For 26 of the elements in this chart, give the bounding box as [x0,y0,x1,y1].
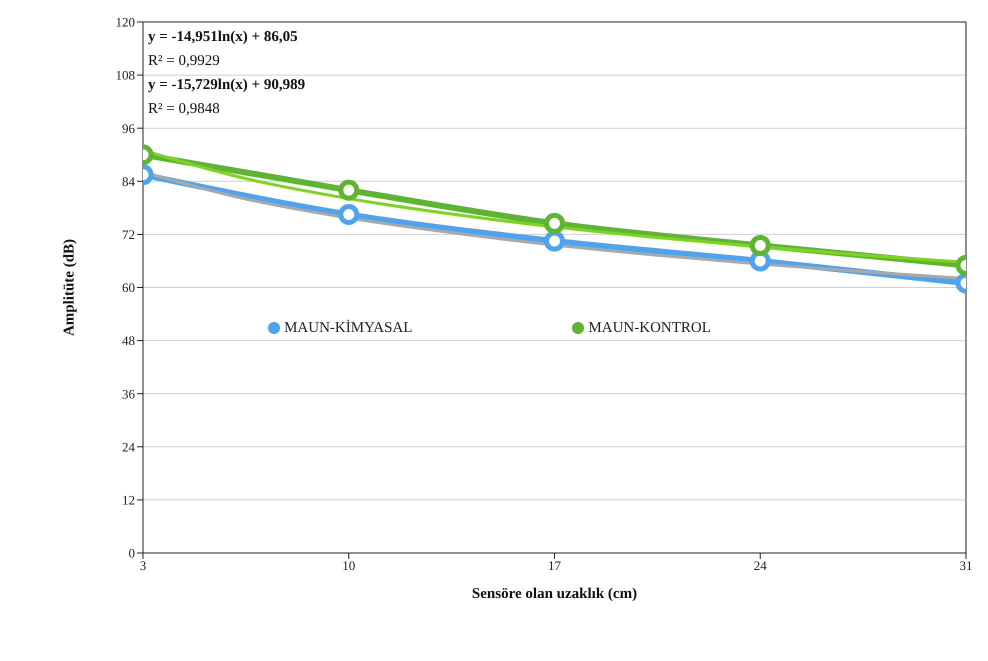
annotation: y = -14,951ln(x) + 86,05 [146,29,300,45]
x-axis-title: Sensöre olan uzaklık (cm) [472,586,638,602]
y-tick-label: 24 [122,439,136,454]
y-tick-label: 36 [122,386,136,402]
y-tick-label: 84 [122,174,136,189]
x-tick-label: 3 [140,558,146,574]
y-tick-label: 96 [122,120,136,136]
point [544,212,565,234]
x-tick-label: 10 [342,558,356,574]
y-tick-label: 72 [122,227,135,242]
y-axis-title: Amplitüte (dB) [61,238,78,336]
legend-label: MAUN-KONTROL [588,320,711,336]
y-tick-label: 60 [122,280,135,296]
y-tick-label: 108 [116,68,135,83]
point [544,230,565,252]
legend-label: MAUN-KİMYASAL [284,320,412,336]
annotation: R² = 0,9848 [146,101,222,117]
x-tick-label: 24 [754,558,768,574]
y-tick-label: 0 [128,546,135,561]
y-tick-label: 120 [116,14,135,30]
y-tick-label: 48 [122,333,135,348]
annotation: y = -15,729ln(x) + 90,989 [146,77,308,93]
annotation: R² = 0,9929 [146,53,222,69]
x-tick-label: 31 [960,558,972,574]
x-tick-label: 17 [548,558,562,574]
y-tick-label: 12 [122,492,135,508]
